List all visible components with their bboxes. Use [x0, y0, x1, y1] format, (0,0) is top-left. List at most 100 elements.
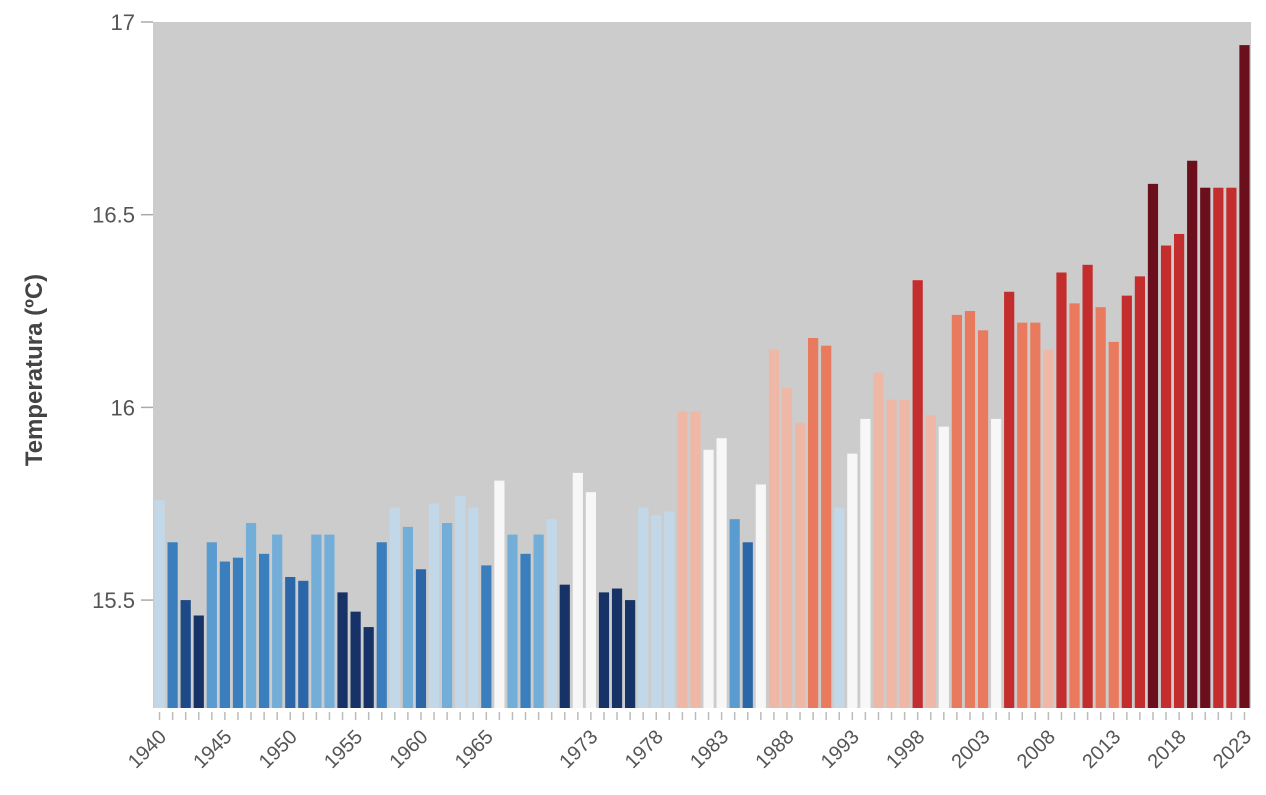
bar-2002 — [964, 311, 976, 708]
bar-1983 — [716, 438, 727, 708]
bar-1945 — [219, 561, 230, 708]
bar-2005 — [1004, 291, 1015, 708]
bar-1976 — [625, 600, 636, 708]
plot-background — [153, 22, 1251, 708]
bar-2020 — [1200, 187, 1211, 709]
bar-1943 — [193, 615, 204, 708]
bar-1984 — [729, 519, 740, 708]
bar-1992 — [834, 507, 845, 708]
bar-1989 — [794, 422, 806, 708]
y-axis-label: Temperatura (ºC) — [21, 274, 48, 466]
bar-1987 — [768, 349, 779, 708]
bar-2013 — [1108, 341, 1119, 708]
bar-1946 — [232, 557, 244, 708]
bar-1981 — [690, 411, 701, 708]
bar-2012 — [1095, 307, 1106, 708]
x-tick-label: 1965 — [451, 726, 498, 773]
bar-1965 — [481, 565, 492, 708]
bar-1982 — [703, 449, 714, 708]
bar-2009 — [1056, 272, 1067, 708]
x-tick-label: 1950 — [255, 726, 302, 773]
bar-1972 — [572, 472, 583, 708]
bar-1975 — [611, 588, 623, 708]
x-axis: 1940 1945 1950 1955 1960 1965 1973 1978 1983 1988… — [124, 726, 1256, 773]
bar-1997 — [899, 399, 910, 708]
x-tick-label: 1993 — [817, 726, 864, 773]
x-tick-label: 1983 — [686, 726, 733, 773]
bar-1991 — [821, 345, 832, 708]
y-tick-label: 17 — [111, 10, 135, 35]
bar-1990 — [808, 338, 819, 708]
bar-1964 — [468, 507, 479, 708]
bar-2000 — [938, 426, 949, 708]
bar-1961 — [428, 503, 440, 708]
bar-1947 — [245, 523, 257, 708]
y-axis: 15.5 16 16.5 17 — [92, 10, 153, 613]
bar-1979 — [664, 511, 675, 708]
bar-1956 — [363, 627, 374, 708]
bar-1994 — [860, 418, 871, 708]
bar-2010 — [1069, 303, 1080, 708]
bar-2006 — [1017, 322, 1028, 708]
bar-1953 — [324, 534, 335, 708]
bar-1966 — [494, 480, 505, 708]
bar-1950 — [285, 576, 296, 708]
bar-1949 — [272, 534, 283, 708]
bar-1998 — [912, 280, 923, 708]
bar-1962 — [442, 523, 453, 708]
bar-1958 — [389, 507, 400, 708]
bar-1996 — [886, 399, 897, 708]
bar-2014 — [1121, 295, 1132, 708]
bar-1969 — [533, 534, 544, 708]
bar-1967 — [507, 534, 518, 708]
bar-2007 — [1030, 322, 1041, 708]
y-tick-label: 16.5 — [92, 203, 135, 228]
bar-1951 — [298, 580, 309, 708]
bar-1944 — [206, 542, 217, 708]
bar-2023 — [1239, 45, 1250, 709]
bar-1963 — [455, 496, 466, 708]
bar-1941 — [167, 542, 178, 708]
x-tick-label: 1940 — [124, 726, 171, 773]
bar-2011 — [1082, 264, 1093, 708]
bar-2016 — [1147, 183, 1159, 708]
bar-1942 — [180, 600, 191, 708]
bar-1952 — [311, 534, 322, 708]
x-tick-label: 1998 — [882, 726, 929, 773]
x-tick-label: 1978 — [621, 726, 668, 773]
bar-2015 — [1134, 276, 1145, 708]
y-tick-label: 16 — [111, 395, 135, 420]
bar-2001 — [951, 314, 962, 708]
x-tick-label: 1945 — [189, 726, 236, 773]
bar-1968 — [520, 553, 531, 708]
bar-1955 — [350, 611, 361, 708]
x-tick-label: 2018 — [1144, 726, 1191, 773]
x-tick-label: 2023 — [1209, 726, 1256, 773]
x-tick-label: 2008 — [1013, 726, 1060, 773]
x-minor-ticks — [158, 712, 1246, 720]
bar-1954 — [337, 592, 348, 708]
bar-2022 — [1226, 187, 1237, 709]
x-tick-label: 1955 — [320, 726, 367, 773]
bar-2008 — [1043, 349, 1054, 708]
bar-1971 — [559, 584, 570, 708]
bar-2017 — [1160, 245, 1172, 708]
bar-1999 — [925, 415, 936, 708]
bar-1959 — [402, 526, 413, 708]
bar-1973 — [585, 492, 596, 708]
x-tick-label: 1960 — [386, 726, 433, 773]
bar-2021 — [1213, 187, 1224, 709]
x-tick-label: 1973 — [555, 726, 602, 773]
bars-group — [154, 45, 1250, 709]
bar-1977 — [638, 507, 649, 708]
bar-1988 — [781, 388, 793, 708]
y-tick-label: 15.5 — [92, 588, 135, 613]
x-tick-label: 2013 — [1078, 726, 1125, 773]
bar-2019 — [1187, 160, 1198, 709]
bar-2018 — [1174, 233, 1185, 708]
bar-1985 — [742, 542, 753, 708]
x-tick-label: 1988 — [752, 726, 799, 773]
bar-1948 — [259, 553, 270, 708]
bar-2004 — [991, 418, 1002, 708]
